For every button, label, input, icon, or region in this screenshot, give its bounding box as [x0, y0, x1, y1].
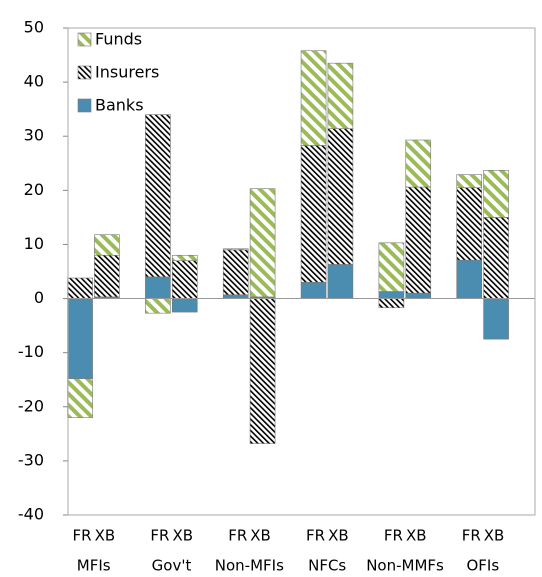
- legend-swatch: [77, 32, 92, 47]
- bar-segment: [222, 294, 249, 299]
- bar-segment: [405, 186, 432, 294]
- x-tick-label: FR: [150, 527, 169, 545]
- legend-swatch: [77, 98, 92, 113]
- legend-label: Banks: [95, 96, 144, 115]
- bar-segment: [405, 139, 432, 188]
- bar-segment: [67, 298, 93, 379]
- bar-segment: [94, 254, 120, 298]
- bar-segment: [145, 298, 171, 314]
- bar-segment: [94, 234, 120, 256]
- y-tick-label: 0: [34, 288, 44, 307]
- x-tick-label: XB: [484, 527, 505, 545]
- bar-segment: [249, 188, 276, 298]
- x-tick-label: FR: [384, 527, 403, 545]
- y-tick-label: -10: [18, 342, 44, 361]
- bar-segment: [222, 248, 249, 251]
- x-tick-label: FR: [73, 527, 92, 545]
- bar-segment: [300, 282, 327, 299]
- bar-segment: [222, 249, 249, 296]
- y-tick-label: 30: [24, 126, 44, 145]
- x-tick-label: XB: [328, 527, 349, 545]
- bar-segment: [67, 277, 93, 299]
- bar-segment: [483, 298, 509, 340]
- y-tick-label: -20: [18, 396, 44, 415]
- bar-segment: [378, 291, 405, 299]
- bar-segment: [300, 145, 327, 283]
- x-tick-label: XB: [250, 527, 271, 545]
- bar-segment: [327, 128, 354, 265]
- y-tick-label: 20: [24, 180, 44, 199]
- group-label: Gov't: [152, 557, 192, 575]
- x-tick-label: XB: [95, 527, 116, 545]
- x-tick-label: FR: [462, 527, 481, 545]
- group-label: MFIs: [77, 557, 111, 575]
- y-tick-label: -40: [18, 505, 44, 524]
- group-label: NFCs: [308, 557, 346, 575]
- y-tick-label: 10: [24, 234, 44, 253]
- bar-segment: [378, 298, 405, 309]
- group-label: OFIs: [467, 557, 500, 575]
- x-tick-label: XB: [406, 527, 427, 545]
- y-tick-label: 50: [24, 18, 44, 37]
- bar-segment: [456, 174, 483, 188]
- bar-segment: [378, 242, 405, 292]
- bar-segment: [249, 298, 276, 444]
- bar-segment: [405, 292, 432, 299]
- bar-segment: [456, 259, 483, 299]
- legend-label: Funds: [95, 30, 142, 49]
- group-label: Non-MFIs: [215, 557, 284, 575]
- x-tick-label: XB: [172, 527, 193, 545]
- bar-segment: [171, 298, 198, 313]
- bar-segment: [67, 378, 93, 418]
- bar-segment: [171, 254, 198, 261]
- bar-segment: [327, 62, 354, 129]
- legend-swatch: [77, 65, 92, 80]
- y-tick-label: -30: [18, 450, 44, 469]
- bar-segment: [300, 50, 327, 146]
- bar-segment: [145, 276, 171, 299]
- bar-segment: [327, 264, 354, 299]
- bar-segment: [145, 114, 171, 278]
- legend-label: Insurers: [95, 63, 159, 82]
- bar-segment: [483, 170, 509, 218]
- y-tick-label: 40: [24, 72, 44, 91]
- x-tick-label: FR: [228, 527, 247, 545]
- bar-segment: [456, 187, 483, 261]
- x-tick-label: FR: [306, 527, 325, 545]
- group-label: Non-MMFs: [366, 557, 444, 575]
- bar-segment: [483, 217, 509, 299]
- bar-segment: [171, 260, 198, 299]
- plot-frame: [67, 27, 536, 516]
